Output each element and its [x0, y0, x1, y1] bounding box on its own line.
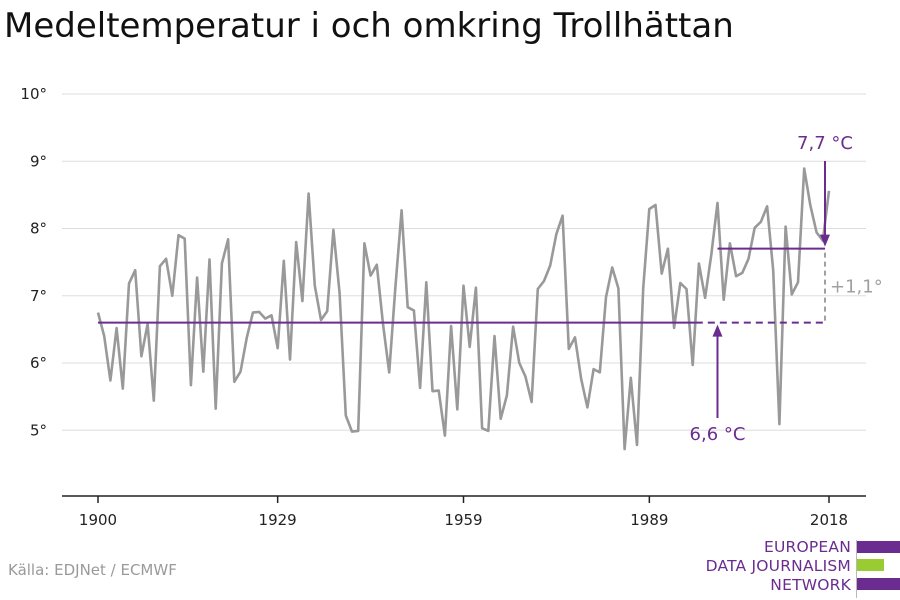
edjnet-logo: EUROPEAN DATA JOURNALISM NETWORK	[690, 534, 900, 598]
arrow-head-baseline	[712, 324, 723, 337]
y-tick-label: 9°	[30, 152, 47, 170]
logo-line-2: DATA JOURNALISM	[705, 557, 851, 575]
arrow-head-recent	[820, 234, 830, 247]
logo-bar-purple-top	[857, 541, 900, 553]
logo-line-1: EUROPEAN	[763, 538, 851, 556]
y-tick-label: 6°	[30, 354, 47, 372]
gridlines	[62, 93, 866, 431]
y-tick-label: 7°	[30, 287, 47, 305]
x-tick-label: 2018	[810, 511, 848, 529]
difference-label: +1,1°	[830, 277, 883, 298]
chart-title: Medeltemperatur i och omkring Trollhätta…	[4, 6, 734, 46]
baseline-mean-label: 6,6 °C	[690, 424, 746, 445]
source-note: Källa: EDJNet / ECMWF	[8, 561, 177, 579]
y-tick-label: 10°	[20, 85, 47, 103]
y-axis-ticks: 5° 6° 7° 8° 9° 10°	[20, 85, 47, 439]
x-tick-label: 1929	[259, 511, 297, 529]
x-tick-label: 1900	[79, 511, 117, 529]
y-tick-label: 5°	[30, 421, 47, 439]
x-axis-ticks: 1900 1929 1959 1989 2018	[79, 496, 848, 529]
logo-bar-green	[857, 559, 884, 571]
x-tick-label: 1959	[444, 511, 482, 529]
annotations: +1,1° 6,6 °C 7,7 °C	[98, 133, 883, 445]
logo-divider	[856, 540, 857, 598]
y-tick-label: 8°	[30, 220, 47, 238]
logo-bar-purple-bottom	[857, 578, 900, 590]
recent-mean-label: 7,7 °C	[797, 133, 853, 154]
temperature-series-line	[96, 167, 831, 451]
x-tick-label: 1989	[630, 511, 668, 529]
logo-line-3: NETWORK	[770, 576, 851, 594]
